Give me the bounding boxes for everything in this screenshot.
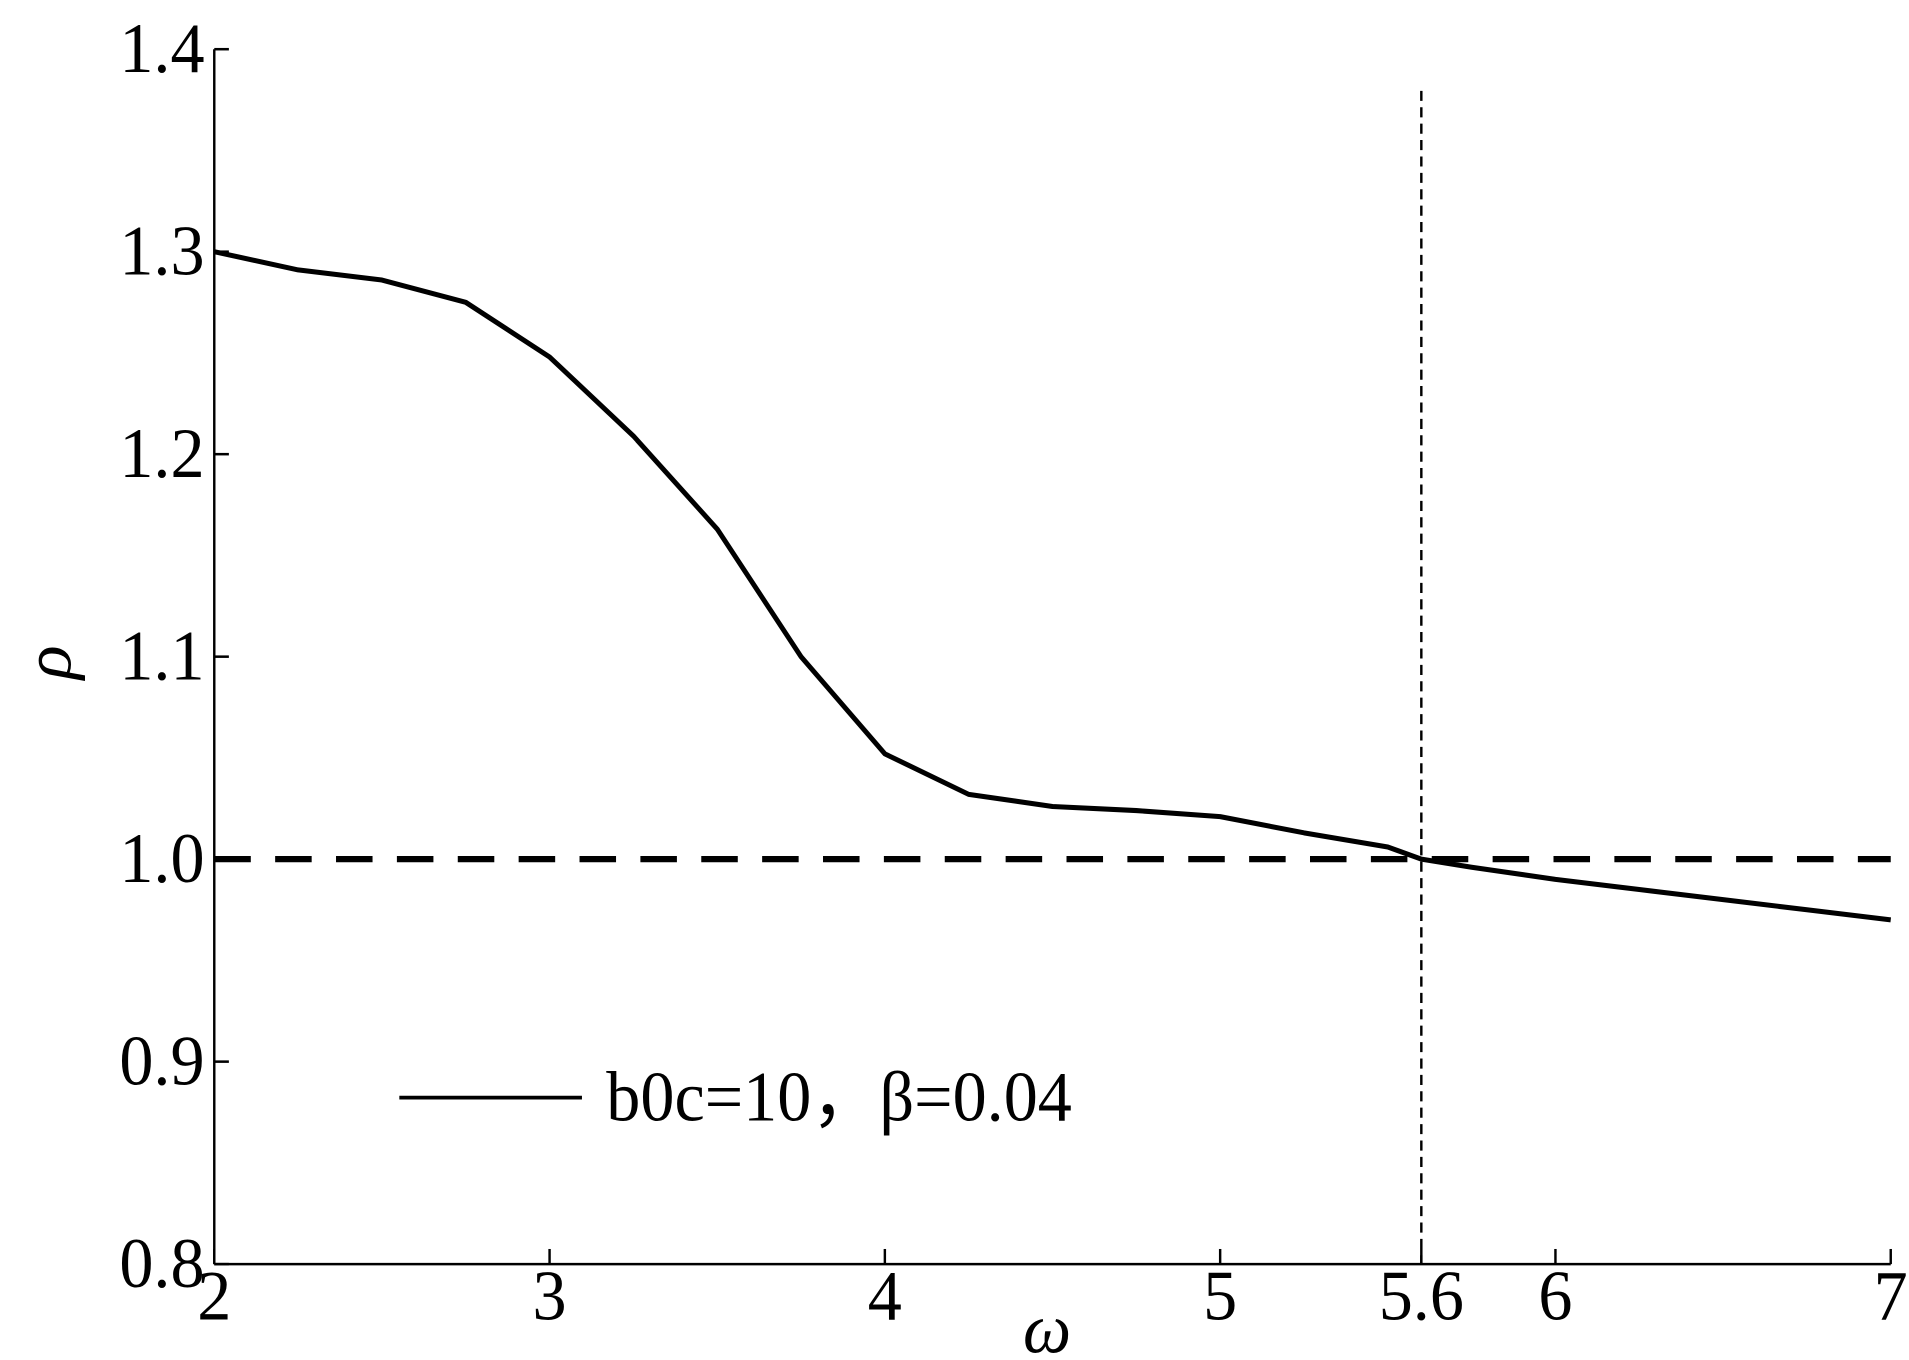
x-tick-label: 6 — [1538, 1258, 1572, 1336]
x-tick-label: 5.6 — [1379, 1258, 1464, 1336]
y-tick-label: 0.8 — [119, 1225, 204, 1303]
x-tick-label: 2 — [197, 1258, 231, 1336]
y-tick-label: 0.9 — [119, 1022, 204, 1100]
x-tick-label: 3 — [533, 1258, 567, 1336]
x-tick-label: 5 — [1203, 1258, 1237, 1336]
y-axis-label: ρ — [11, 645, 87, 681]
data-line — [213, 249, 1892, 923]
x-tick-label: 4 — [868, 1258, 902, 1336]
y-tick-label: 1.1 — [119, 617, 204, 695]
y-tick-label: 1.3 — [119, 212, 204, 290]
x-tick-label: 7 — [1874, 1258, 1908, 1336]
y-tick-label: 1.4 — [119, 10, 204, 88]
y-tick-label: 1.0 — [119, 820, 204, 898]
y-tick-label: 1.2 — [119, 415, 204, 493]
x-axis-label: ω — [1023, 1290, 1071, 1360]
legend-label: b0c=10，β=0.04 — [606, 1058, 1072, 1136]
